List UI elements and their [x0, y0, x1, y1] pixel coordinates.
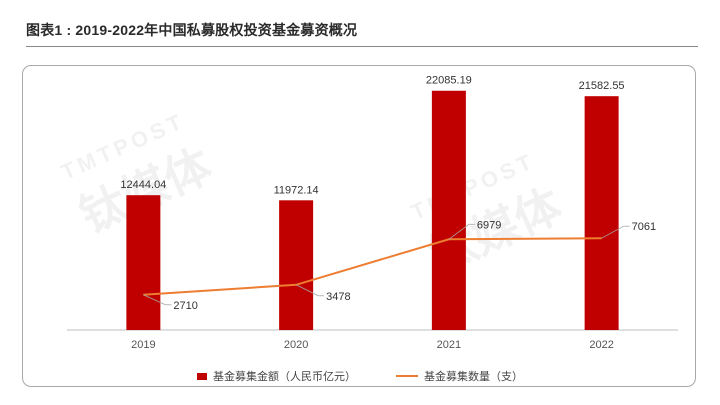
bar-2019 — [126, 195, 161, 330]
legend-swatch-bar — [197, 372, 207, 380]
line-value-label-2019: 2710 — [173, 300, 197, 312]
title-divider — [26, 46, 698, 47]
bar-value-label-2022: 21582.55 — [579, 80, 625, 92]
chart-legend: 基金募集金额（人民币亿元） 基金募集数量（支） — [0, 368, 720, 384]
line-value-label-2021: 6979 — [477, 219, 501, 231]
leader-line-2020 — [295, 284, 319, 297]
legend-swatch-line — [396, 375, 418, 377]
label-layer: 12444.04 11972.14 22085.19 21582.55 2710 3478… — [120, 75, 656, 312]
bar-2021 — [431, 90, 466, 330]
line-series-count — [143, 237, 602, 296]
legend-label-count: 基金募集数量（支） — [424, 371, 523, 383]
line-layer — [143, 237, 602, 296]
bar-value-label-2021: 22085.19 — [426, 75, 472, 87]
line-value-label-2020: 3478 — [326, 291, 350, 303]
line-value-label-2022: 7061 — [632, 221, 656, 233]
x-tick-label-2022: 2022 — [589, 339, 613, 351]
leader-line-2022 — [601, 225, 624, 239]
bar-2022 — [584, 96, 619, 330]
leader-line-2019 — [143, 294, 166, 306]
bar-layer — [126, 90, 619, 330]
x-tick-label-2019: 2019 — [131, 339, 155, 351]
legend-item-amount: 基金募集金额（人民币亿元） — [197, 368, 356, 384]
page-title: 图表1 : 2019-2022年中国私募股权投资基金募资概况 — [26, 22, 358, 38]
legend-item-count: 基金募集数量（支） — [396, 368, 523, 384]
x-tick-label-2021: 2021 — [437, 339, 461, 351]
axis-layer: 2019 2020 2021 2022 — [67, 329, 678, 351]
bar-value-label-2019: 12444.04 — [120, 179, 166, 191]
x-tick-label-2020: 2020 — [284, 339, 308, 351]
leader-line-2021 — [448, 223, 470, 240]
bar-2020 — [279, 200, 314, 330]
legend-label-amount: 基金募集金额（人民币亿元） — [213, 371, 356, 383]
bar-value-label-2020: 11972.14 — [274, 184, 319, 196]
